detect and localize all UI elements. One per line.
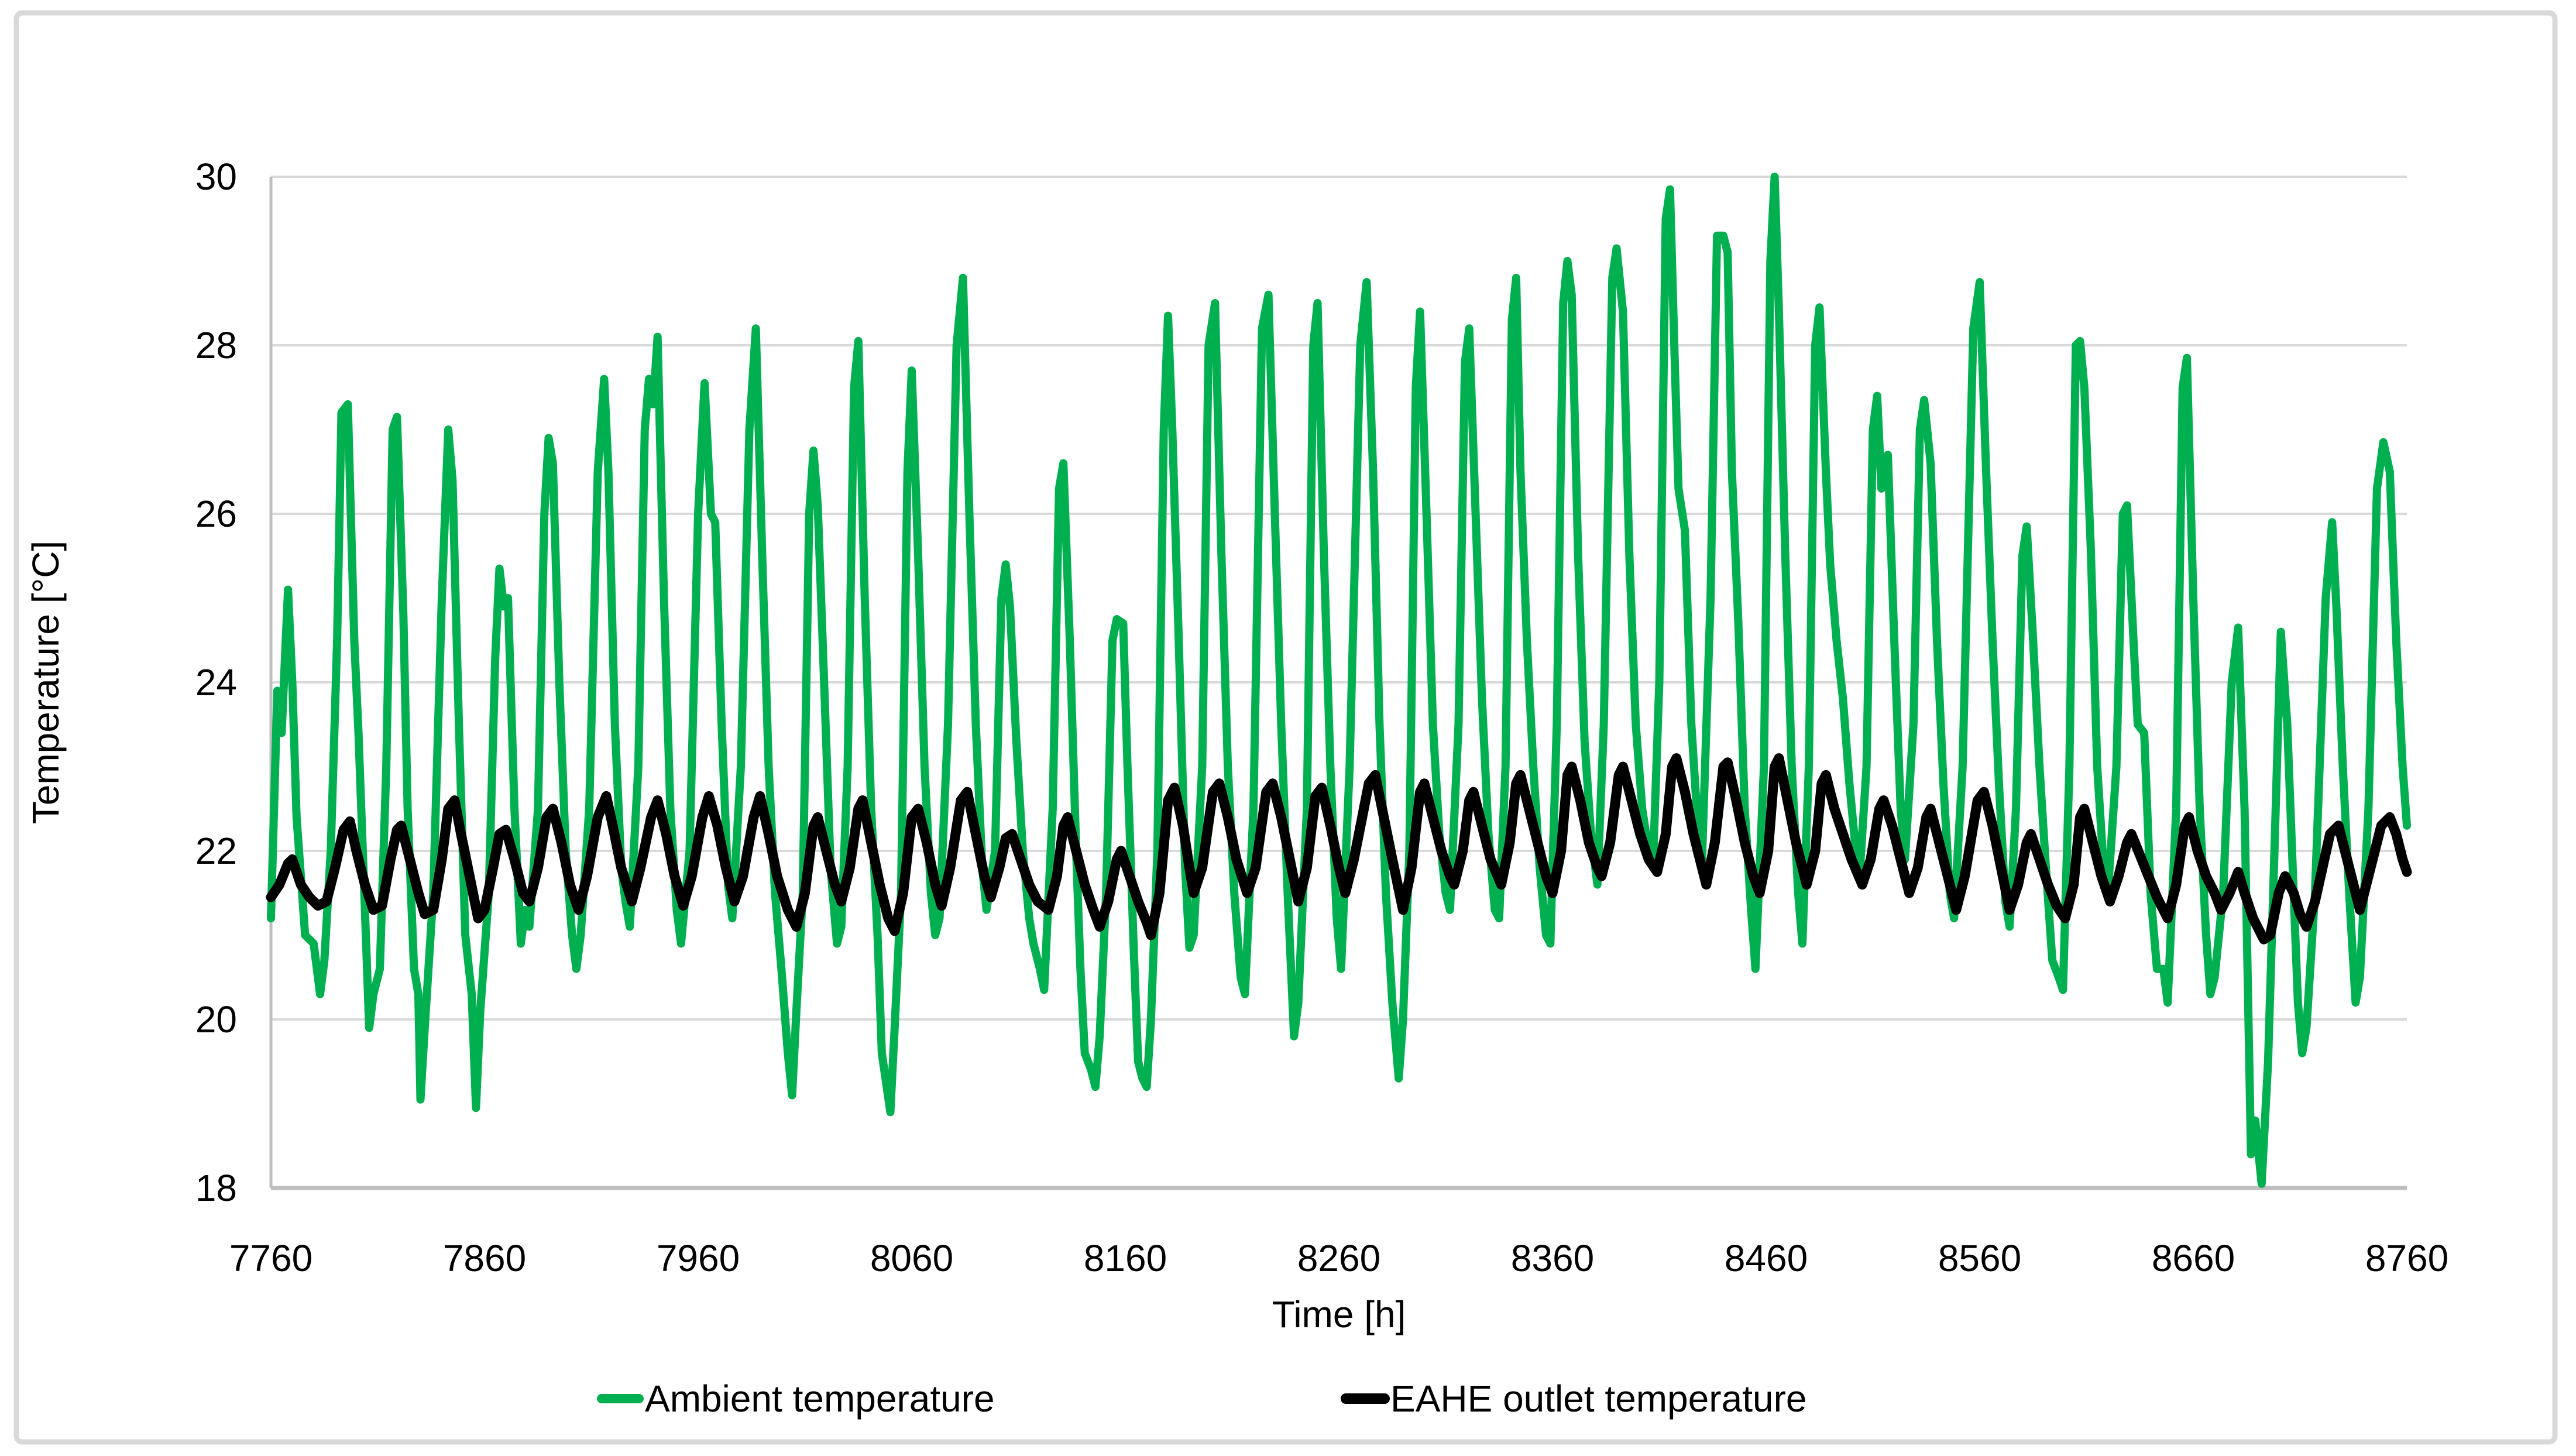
y-tick-label-30: 30 bbox=[195, 156, 237, 198]
x-tick-label-8560: 8560 bbox=[1938, 1237, 2021, 1279]
y-tick-label-18: 18 bbox=[195, 1167, 237, 1209]
y-axis-tick-labels: 18 20 22 24 26 28 30 bbox=[195, 156, 237, 1209]
y-tick-label-20: 20 bbox=[195, 998, 237, 1041]
x-tick-label-8260: 8260 bbox=[1297, 1237, 1380, 1279]
y-tick-label-28: 28 bbox=[195, 324, 237, 366]
x-tick-label-8360: 8360 bbox=[1511, 1237, 1594, 1279]
x-axis-tick-labels: 7760 7860 7960 8060 8160 8260 8360 8460 8560 8660… bbox=[229, 1237, 2448, 1279]
x-tick-label-7960: 7960 bbox=[657, 1237, 740, 1279]
y-tick-label-24: 24 bbox=[195, 661, 237, 703]
gridlines bbox=[271, 176, 2407, 1021]
legend: Ambient temperature EAHE outlet temperat… bbox=[597, 1378, 1806, 1420]
x-tick-label-8460: 8460 bbox=[1725, 1237, 1808, 1279]
eahe-outlet-temperature-line bbox=[266, 753, 2412, 945]
ambient-temperature-line bbox=[267, 173, 2411, 1188]
y-tick-label-22: 22 bbox=[195, 830, 237, 872]
y-tick-label-26: 26 bbox=[195, 493, 237, 535]
x-tick-label-8660: 8660 bbox=[2152, 1237, 2235, 1279]
legend-item-ambient: Ambient temperature bbox=[597, 1378, 995, 1420]
y-axis-title: Temperature [°C] bbox=[25, 541, 67, 824]
axes bbox=[269, 177, 2407, 1190]
legend-label-eahe: EAHE outlet temperature bbox=[1390, 1378, 1806, 1420]
x-tick-label-7860: 7860 bbox=[443, 1237, 526, 1279]
x-tick-label-8760: 8760 bbox=[2365, 1237, 2448, 1279]
x-axis-title: Time [h] bbox=[1272, 1293, 1406, 1335]
x-tick-label-8160: 8160 bbox=[1084, 1237, 1167, 1279]
x-tick-label-7760: 7760 bbox=[229, 1237, 312, 1279]
legend-label-ambient: Ambient temperature bbox=[645, 1378, 995, 1420]
figure-border bbox=[13, 10, 2558, 1445]
plot-series bbox=[266, 173, 2412, 1188]
legend-item-eahe: EAHE outlet temperature bbox=[1341, 1378, 1806, 1420]
x-tick-label-8060: 8060 bbox=[870, 1237, 953, 1279]
